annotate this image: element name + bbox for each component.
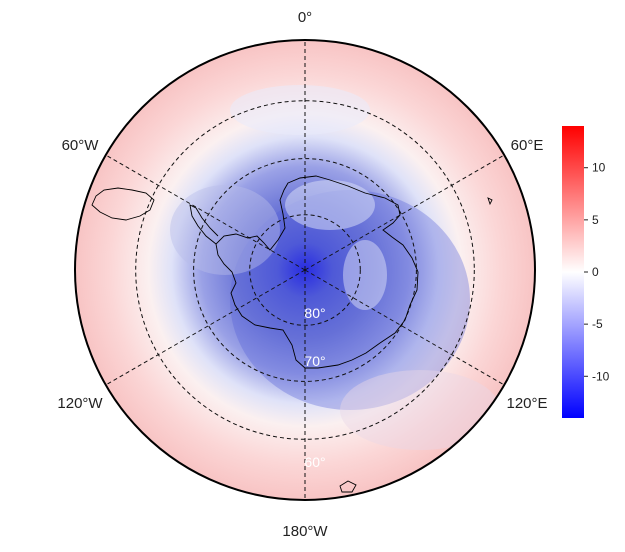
parallel-80 (249, 214, 361, 326)
field-blob-central (343, 240, 387, 310)
field-blob-east (230, 190, 470, 410)
colorbar-gradient (562, 126, 584, 418)
lon-label-180w: 180°W (282, 523, 328, 540)
graticule (105, 40, 505, 500)
lon-label-60e: 60°E (511, 137, 544, 154)
meridian-300 (105, 154, 306, 271)
island-small-coastline (487, 197, 493, 206)
lon-label-120e: 120°E (506, 395, 547, 412)
meridian-120 (304, 269, 505, 386)
lon-label-0: 0° (298, 9, 312, 26)
lon-label-120w: 120°W (57, 395, 103, 412)
colorbar: 10 5 0 -5 -10 (562, 126, 610, 418)
colorbar-tick-label: 5 (592, 213, 599, 227)
lat-label-80: 80° (304, 305, 325, 321)
field-blob-weddell (285, 180, 375, 230)
parallel-60 (135, 100, 475, 440)
meridian-60 (304, 154, 505, 271)
colorbar-tick-label: 10 (592, 161, 606, 175)
map-boundary (74, 39, 536, 501)
colorbar-tick-label: 0 (592, 265, 599, 279)
lon-label-60w: 60°W (62, 137, 100, 154)
meridian-240 (105, 269, 306, 386)
parallel-70 (193, 158, 417, 382)
field-blob-peninsula (170, 185, 280, 275)
colorbar-tick-label: -10 (592, 369, 610, 383)
lat-label-60: 60° (304, 454, 325, 470)
peninsula-coastline (189, 204, 219, 245)
antarctica-coastline (215, 175, 419, 369)
island-coastline (339, 480, 357, 493)
lat-label-70: 70° (304, 353, 325, 369)
field-blob-southeast (340, 370, 500, 450)
field-blob-north (230, 85, 370, 135)
south-america-coastline (91, 187, 155, 221)
colorbar-tick-label: -5 (592, 317, 603, 331)
coastline-layer (91, 175, 493, 493)
